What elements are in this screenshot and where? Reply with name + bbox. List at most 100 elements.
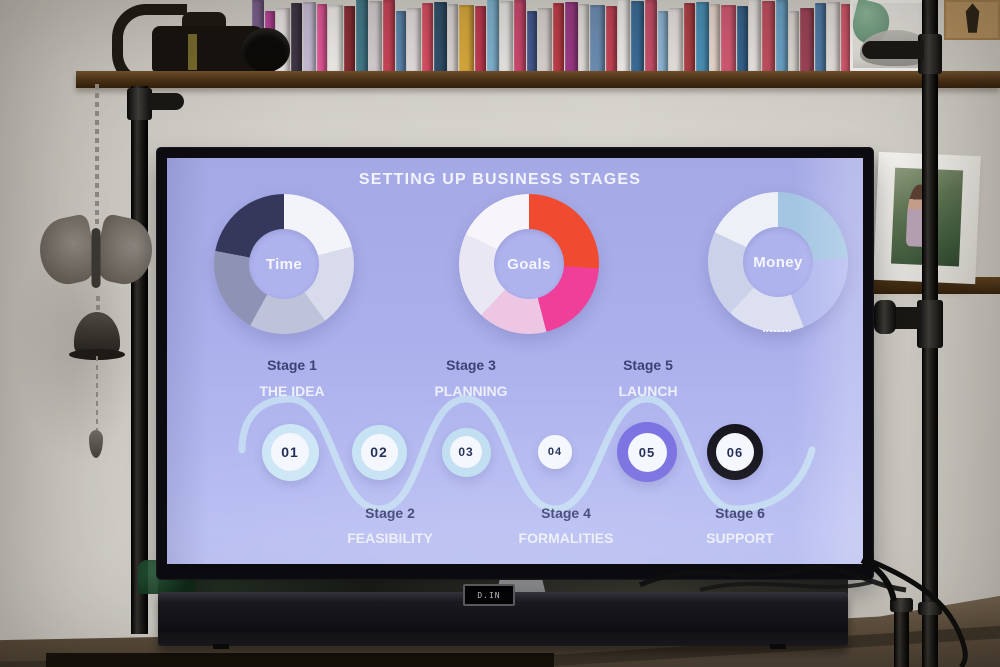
dvd-spine (710, 4, 720, 74)
dvd-spine (762, 1, 775, 74)
dvd-spine (684, 3, 695, 74)
stage-label-text: Stage 2 (365, 505, 415, 521)
chime-pendant (89, 430, 103, 458)
dvd-spine (514, 0, 526, 74)
dvd-spine (669, 8, 683, 74)
dvd-spine (422, 3, 433, 74)
dvd-spine (776, 0, 788, 74)
stage-circle-01: 01 (261, 423, 319, 481)
dvd-spine (396, 11, 406, 74)
timeline-wave-path (238, 395, 816, 513)
dvd-spine (827, 2, 840, 74)
pipe-pole-left (131, 86, 148, 634)
plaque-art (965, 3, 980, 33)
dvd-spine (448, 4, 458, 74)
stage-number: 04 (538, 435, 572, 469)
stage-name-text: THE IDEA (259, 383, 325, 399)
under-table-shelf (46, 653, 554, 667)
stage-name-text: PLANNING (434, 383, 508, 399)
donut-label: Time (265, 255, 303, 273)
dvd-spine (631, 1, 644, 74)
television: SETTING UP BUSINESS STAGES Time Goals Mo… (156, 147, 874, 580)
donut-label: Money (753, 253, 803, 271)
stage-label-text: Stage 4 (541, 505, 591, 521)
pipe-fitting (150, 93, 184, 110)
soundbar-foot (770, 644, 786, 649)
camera (112, 2, 297, 88)
bell-ornament (69, 312, 125, 360)
soundbar-display: D.IN (463, 584, 515, 606)
dvd-spine (500, 1, 513, 74)
dvd-spine (328, 5, 343, 74)
dvd-spine (527, 11, 537, 74)
dvd-spine (475, 6, 486, 74)
stage-circle-06: 06 (707, 424, 763, 480)
stage-number: 03 (450, 436, 482, 468)
butterfly-wing (33, 213, 101, 289)
dvd-spine (538, 8, 552, 74)
butterfly-ornament (33, 212, 159, 300)
stage-circle-02: 02 (351, 424, 407, 480)
dvd-spine (696, 2, 709, 74)
pipe-fitting (127, 88, 152, 120)
dvd-spine (317, 4, 327, 74)
butterfly-body (91, 228, 101, 288)
dvd-spine (565, 2, 578, 74)
pipe-fitting (918, 602, 942, 615)
dvd-spine (291, 3, 302, 74)
camera-strap (188, 34, 197, 70)
stage-label-text: Stage 3 (446, 357, 496, 373)
stage-number: 01 (271, 433, 309, 471)
camera-lens (242, 28, 290, 72)
soundbar: D.IN (158, 584, 848, 649)
dvd-spine (800, 8, 814, 74)
stage-number: 02 (360, 433, 398, 471)
dvd-spine (383, 0, 395, 74)
wall-plaque (944, 0, 1000, 40)
donut-label: Goals (507, 255, 551, 273)
dvd-spine (658, 11, 668, 74)
dvd-spine (344, 6, 355, 74)
donut-chart-goals: Goals (459, 194, 599, 334)
stage-circle-04: 04 (538, 435, 572, 469)
dvd-spine (356, 0, 368, 74)
stage-circle-05: 05 (617, 422, 677, 482)
dvd-spine (487, 0, 499, 74)
bell-lip (69, 349, 125, 360)
timeline-wave (238, 395, 816, 513)
donut-chart-money: Money (708, 192, 848, 332)
stage-name-text: FEASIBILITY (347, 530, 433, 546)
stage-label-text: Stage 6 (715, 505, 765, 521)
chime-chain (96, 356, 98, 432)
dvd-spine (749, 0, 761, 74)
pipe-fitting (862, 41, 924, 59)
donut-hole: Time (249, 229, 319, 299)
stage-label-text: Stage 1 (267, 357, 317, 373)
dvd-spine (407, 8, 421, 74)
stage-number: 05 (627, 432, 667, 472)
dvd-spine (579, 4, 589, 74)
top-shelf (76, 71, 1000, 88)
stage-name-text: SUPPORT (706, 530, 774, 546)
dotted-mark (763, 330, 791, 332)
chime-chain (96, 296, 100, 316)
soundbar-foot (213, 644, 229, 649)
pipe-fitting (890, 598, 913, 612)
donut-hole: Goals (494, 229, 564, 299)
chime-chain (95, 84, 99, 226)
soundbar-display-text: D.IN (477, 590, 501, 600)
dvd-spine (303, 2, 316, 74)
dvd-spine (606, 6, 617, 74)
dvd-spine (369, 1, 382, 74)
dvd-spine (645, 0, 657, 74)
donut-chart-time: Time (214, 194, 354, 334)
stage-number: 06 (716, 433, 754, 471)
dvd-spine (789, 11, 799, 74)
slide-title: SETTING UP BUSINESS STAGES (358, 171, 642, 188)
pipe-fitting (874, 300, 896, 334)
stage-label-text: Stage 5 (623, 357, 673, 373)
stage-name-text: LAUNCH (618, 383, 678, 399)
dvd-spine (815, 3, 826, 74)
dvd-spine (553, 3, 564, 74)
